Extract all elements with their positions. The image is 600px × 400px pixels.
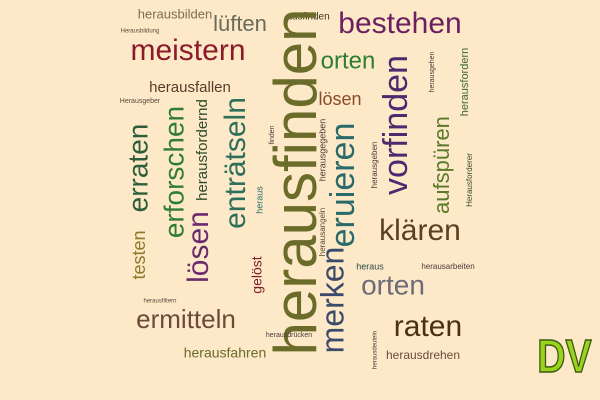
word: orten bbox=[321, 47, 376, 74]
word: lüften bbox=[213, 11, 267, 36]
word: lösen bbox=[318, 89, 361, 109]
word: heraus bbox=[356, 261, 384, 271]
word: ausfinden bbox=[286, 12, 329, 23]
word: ermitteln bbox=[136, 304, 236, 334]
word: erraten bbox=[122, 124, 153, 213]
logo: DV bbox=[537, 331, 592, 383]
word: eruieren bbox=[324, 123, 362, 248]
word: herausangeln bbox=[318, 208, 327, 256]
word: Herausforderer bbox=[465, 153, 474, 207]
word: herausgeben bbox=[370, 142, 379, 189]
word: herausdrehen bbox=[386, 348, 460, 362]
word: herausfordernd bbox=[194, 99, 211, 201]
word: meistern bbox=[130, 34, 245, 67]
word: merken bbox=[314, 247, 350, 354]
word: Herausbildung bbox=[121, 29, 160, 35]
word: aufspüren bbox=[429, 116, 454, 214]
word: testen bbox=[129, 230, 149, 279]
word: erforschen bbox=[158, 106, 189, 238]
word: klären bbox=[379, 214, 461, 247]
word: herausfallen bbox=[149, 79, 231, 96]
word: herausfordern bbox=[459, 48, 471, 117]
word: herausfiltern bbox=[143, 299, 176, 305]
word: orten bbox=[361, 269, 425, 300]
word: herausbilden bbox=[138, 6, 212, 21]
word: herausfinden bbox=[262, 9, 329, 356]
word: heraus bbox=[254, 186, 264, 214]
word: herausarbeiten bbox=[421, 262, 474, 271]
word: Herausgeber bbox=[120, 98, 161, 105]
word: herausgehen bbox=[429, 51, 436, 92]
word: herausdrücken bbox=[266, 332, 312, 339]
word: bestehen bbox=[338, 7, 461, 40]
word: raten bbox=[394, 310, 462, 343]
word: enträtseln bbox=[219, 97, 252, 229]
word: herausfahren bbox=[184, 345, 267, 361]
word: finden bbox=[269, 125, 276, 144]
word: herausdeuteln bbox=[373, 331, 379, 369]
word: herausgegeben bbox=[317, 119, 327, 182]
word: lösen bbox=[182, 211, 215, 283]
word: gelöst bbox=[249, 256, 265, 293]
word: vorfinden bbox=[377, 55, 415, 195]
